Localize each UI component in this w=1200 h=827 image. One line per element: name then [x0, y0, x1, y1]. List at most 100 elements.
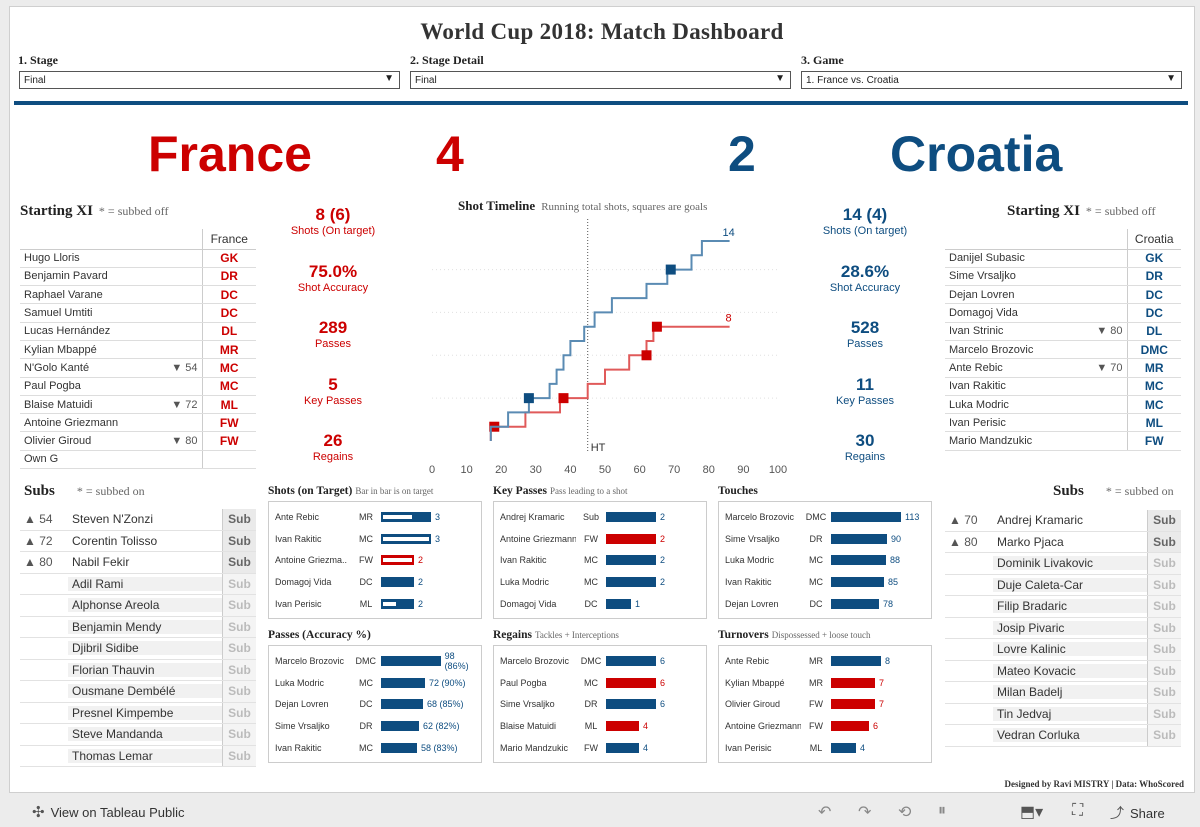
player-name: Kylian Mbappé — [20, 340, 156, 360]
bar-player-name: Ivan Perisic — [725, 743, 772, 754]
bar-value: 113 — [905, 511, 920, 522]
bar — [606, 533, 656, 544]
sub-badge: Sub — [1147, 725, 1181, 746]
sub-player-name: Dominik Livakovic — [993, 556, 1147, 571]
stat-block: 30 Regains — [810, 431, 920, 463]
revert-icon[interactable]: ⟲ — [898, 804, 912, 821]
xi-header-row: France — [20, 229, 256, 250]
share-button[interactable]: ⤴ Share — [1110, 803, 1165, 823]
bar — [381, 577, 414, 588]
bar-value: 2 — [660, 577, 666, 588]
stat-label: Passes — [314, 338, 352, 350]
bar — [831, 555, 886, 566]
bar-player-name: Luka Modric — [725, 555, 775, 566]
bar-player-position: DMC — [580, 655, 602, 666]
bar-player-name: Ivan Rakitic — [725, 577, 772, 588]
sub-badge: Sub — [222, 552, 256, 573]
panel-heading: Touches — [718, 485, 932, 501]
sub-badge: Sub — [222, 595, 256, 616]
bar-player-name: Sime Vrsaljko — [500, 699, 555, 710]
bar — [606, 743, 639, 754]
player-name: Ante Rebic — [945, 358, 1078, 378]
stat-label: Shots (On target) — [822, 225, 908, 237]
panel-heading: Passes (Accuracy %) — [268, 629, 482, 645]
bar-value: 3 — [435, 511, 441, 522]
bar-row: Sime Vrsaljko DR 90 — [719, 528, 931, 550]
player-position: GK — [201, 249, 256, 268]
subbed-on-minute: ▲ 80 — [24, 555, 53, 570]
sub-player-name: Mateo Kovacic — [993, 663, 1147, 678]
table-row: Ivan Perisic ML — [945, 413, 1181, 433]
list-item: Filip Bradaric Sub — [945, 596, 1181, 618]
bar-value: 8 — [885, 655, 891, 666]
bar-player-name: Luka Modric — [275, 677, 325, 688]
xi-blank — [945, 229, 1078, 250]
view-on-tableau-link[interactable]: ✣ View on Tableau Public — [32, 803, 185, 821]
download-icon[interactable]: ⬒▾ — [1020, 804, 1044, 821]
player-position: DR — [201, 267, 256, 287]
stage-select[interactable]: Final ▼ — [19, 71, 400, 89]
player-position: DMC — [1126, 340, 1181, 360]
subbed-off-minute — [1077, 249, 1127, 268]
bar-row: Sime Vrsaljko DR 6 — [494, 694, 706, 716]
on-target-inner-bar — [383, 514, 412, 519]
pause-icon[interactable]: ⏸ — [938, 802, 947, 819]
fullscreen-icon[interactable]: ⛶ — [1072, 802, 1084, 819]
bar-row: Marcelo Brozovic DMC 98 (86%) — [269, 650, 481, 672]
panel-title: Turnovers — [718, 629, 769, 641]
redo-icon[interactable]: ↷ — [858, 804, 872, 821]
table-row: Ivan Rakitic MC — [945, 377, 1181, 396]
bar-value: 2 — [418, 577, 424, 588]
bar-player-name: Ivan Rakitic — [275, 743, 322, 754]
bar-row: Sime Vrsaljko DR 62 (82%) — [269, 715, 481, 737]
bar — [831, 577, 884, 588]
stage-detail-select[interactable]: Final ▼ — [410, 71, 791, 89]
player-name: N'Golo Kanté — [20, 358, 156, 378]
subbed-off-minute — [155, 249, 202, 268]
away-xi-table: Croatia Danijel Subasic GK Sime Vrsaljko DR D… — [945, 229, 1181, 451]
bar — [381, 677, 425, 688]
bar-player-name: Ante Rebic — [725, 655, 770, 666]
panel-title: Key Passes — [493, 485, 547, 497]
stat-label: Key Passes — [835, 394, 895, 407]
sub-player-name: Josip Pivaric — [993, 620, 1147, 635]
player-position: FW — [201, 413, 256, 433]
timeline-subtitle: Running total shots, squares are goals — [541, 201, 708, 213]
subbed-off-minute — [1077, 431, 1127, 451]
bar-row: Domagoj Vida DC 1 — [494, 593, 706, 615]
player-position: DL — [201, 322, 256, 341]
bar-value: 2 — [418, 555, 424, 566]
panel-title: Regains — [493, 629, 532, 641]
stat-block: 528 Passes — [810, 318, 920, 350]
player-position: MC — [201, 358, 256, 378]
player-name: Ivan Rakitic — [945, 377, 1078, 396]
stat-panel: Regains Tackles + Interceptions Marcelo Br… — [493, 629, 707, 769]
list-item: Alphonse Areola Sub — [20, 595, 256, 617]
bar-value: 88 — [890, 555, 901, 566]
player-name: Blaise Matuidi — [20, 395, 156, 415]
stat-label: Shot Accuracy — [297, 281, 369, 294]
bar-row: Domagoj Vida DC 2 — [269, 571, 481, 593]
sub-badge: Sub — [222, 573, 256, 594]
timeline-title: Shot Timeline — [458, 198, 536, 213]
sub-player-name: Florian Thauvin — [68, 662, 222, 677]
on-target-inner-bar — [383, 536, 429, 541]
sub-player-name: Steven N'Zonzi — [72, 512, 153, 527]
panel-box: Ante Rebic MR 8 Kylian Mbappé MR 7 Olivier Gir… — [718, 645, 932, 763]
bar-row: Ivan Rakitic MC 3 — [269, 528, 481, 550]
stat-value: 14 (4) — [842, 205, 888, 224]
x-tick-label: 70 — [668, 464, 680, 476]
bar-player-name: Kylian Mbappé — [725, 677, 785, 688]
sub-player-name: Nabil Fekir — [72, 555, 130, 570]
bar-player-name: Andrej Kramaric — [500, 511, 565, 522]
undo-icon[interactable]: ↶ — [818, 804, 832, 821]
bar — [831, 655, 881, 666]
sub-player-name: Presnel Kimpembe — [68, 705, 222, 720]
subbed-on-minute: ▲ 70 — [949, 513, 978, 528]
bar-row: Ivan Perisic ML 4 — [719, 737, 931, 759]
game-select[interactable]: 1. France vs. Croatia ▼ — [801, 71, 1182, 89]
player-name: Sime Vrsaljko — [945, 267, 1078, 287]
bar-player-name: Sime Vrsaljko — [275, 721, 330, 732]
tableau-toolbar: ✣ View on Tableau Public ↶ ↷ ⟲ ⏸ ⬒▾ ⛶ ⤴ … — [0, 796, 1200, 827]
x-tick-label: 90 — [737, 464, 749, 476]
